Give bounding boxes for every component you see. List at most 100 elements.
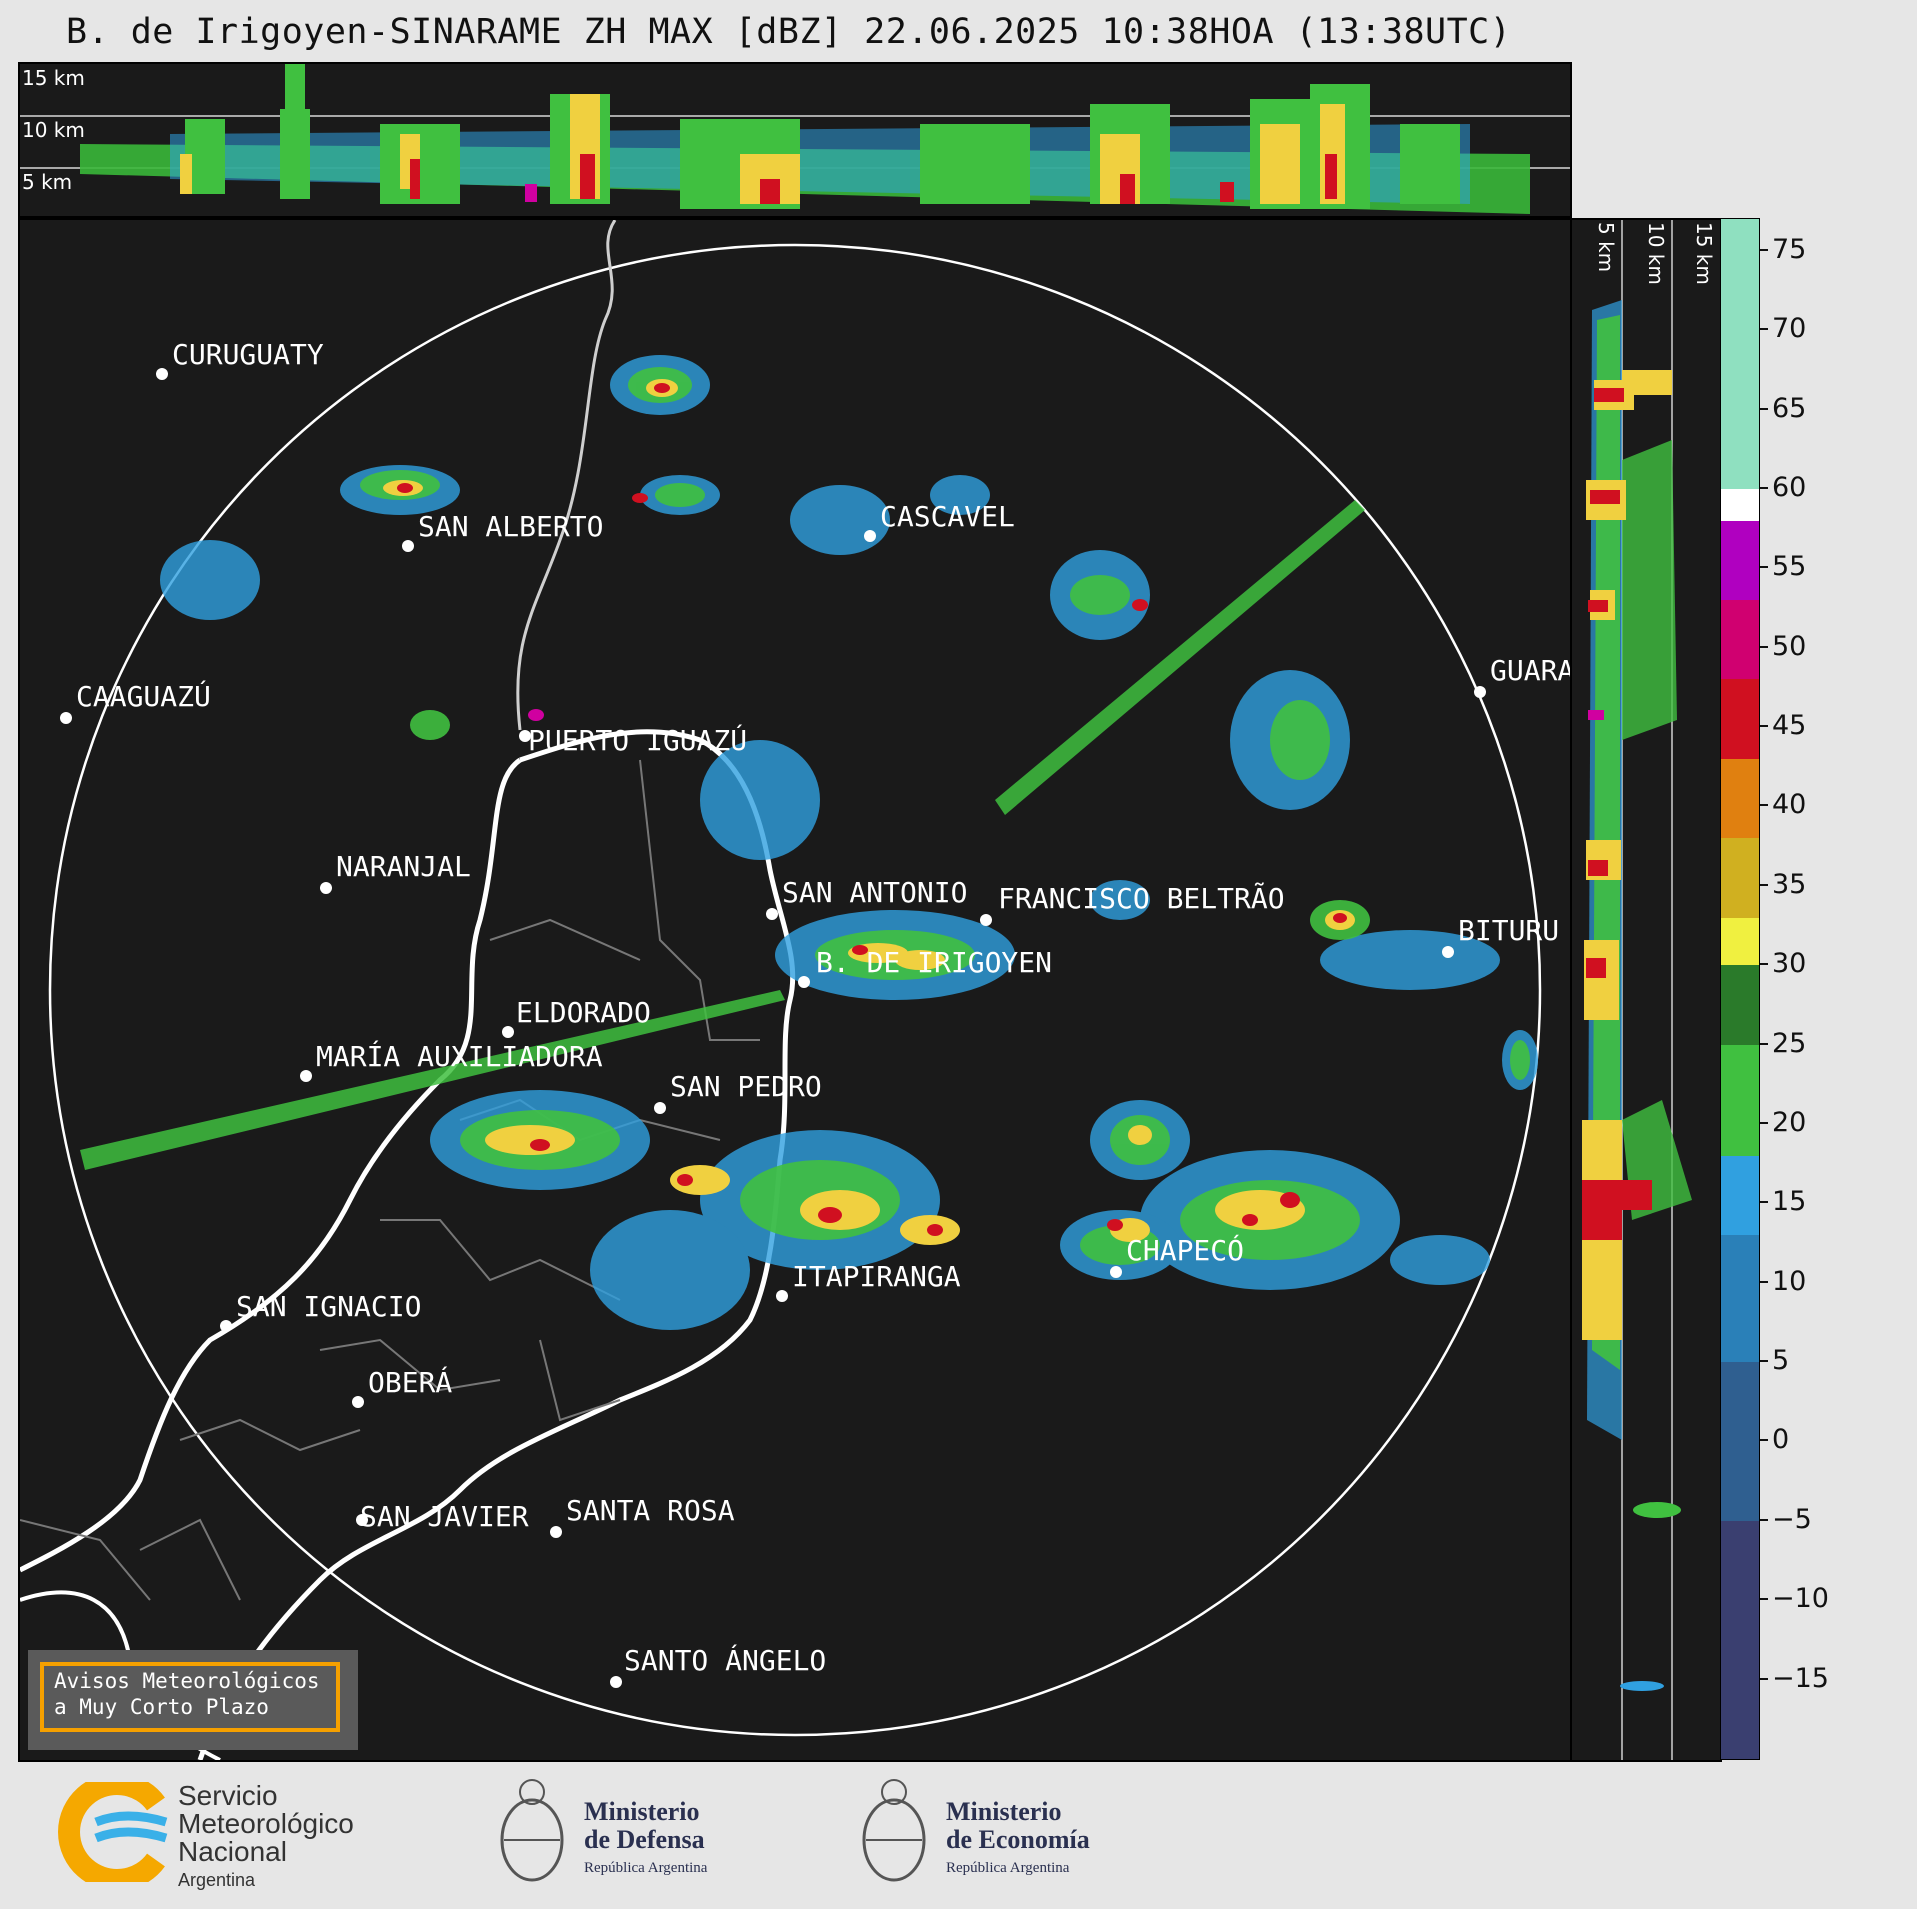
colorbar-tick (1760, 566, 1768, 569)
colorbar-tick (1760, 1598, 1768, 1601)
colorbar-segment (1721, 1155, 1759, 1236)
province-border-west (20, 757, 522, 1573)
dbz-colorbar (1720, 218, 1760, 1760)
top-altitude-profile: 15 km 10 km 5 km (18, 62, 1572, 218)
colorbar-tick (1760, 328, 1768, 331)
city-dot-san-alberto (402, 540, 414, 552)
city-dot-itapiranga (776, 1290, 788, 1302)
alerts-notice-box[interactable]: Avisos Meteorológicos a Muy Corto Plazo (28, 1650, 358, 1750)
radar-spoke-west (80, 990, 785, 1170)
economia-logo-text: Ministerio de Economía República Argenti… (946, 1798, 1090, 1882)
city-dot-san-javier (356, 1514, 368, 1526)
city-label-san-ignacio: SAN IGNACIO (236, 1290, 422, 1323)
side-profile-graphic (1582, 220, 1692, 1760)
city-label-bituru: BITURU (1458, 914, 1560, 947)
colorbar-tick (1760, 963, 1768, 966)
economia-line-1: Ministerio (946, 1797, 1062, 1826)
top-alt-5km: 5 km (22, 170, 73, 194)
side-alt-5km: 5 km (1594, 222, 1618, 273)
city-label-guara: GUARA (1490, 654, 1572, 687)
colorbar-tick-label: 55 (1772, 551, 1807, 583)
city-dot-bituru (1442, 946, 1454, 958)
city-label-santa-rosa: SANTA ROSA (566, 1494, 735, 1527)
city-label-b-de-irigoyen: B. DE IRIGOYEN (816, 946, 1053, 979)
side-alt-15km: 15 km (1692, 222, 1716, 285)
defensa-coat-of-arms-icon (500, 1779, 564, 1882)
top-profile-max-cell (525, 184, 537, 202)
city-label-francisco-beltrao: FRANCISCO BELTRÃO (998, 882, 1285, 915)
colorbar-tick-label: 25 (1772, 1027, 1807, 1059)
colorbar-tick-label: 70 (1772, 313, 1807, 345)
colorbar-tick-label: 75 (1772, 233, 1807, 265)
radar-spoke-northeast (995, 500, 1365, 815)
colorbar-segment (1721, 679, 1759, 759)
city-label-naranjal: NARANJAL (336, 850, 471, 883)
colorbar-tick (1760, 1677, 1768, 1680)
alerts-notice-frame[interactable]: Avisos Meteorológicos a Muy Corto Plazo (40, 1662, 340, 1732)
city-dot-santa-rosa (550, 1526, 562, 1538)
city-label-cascavel: CASCAVEL (880, 500, 1015, 533)
department-borders (20, 759, 760, 1601)
colorbar-segment (1721, 600, 1759, 680)
city-label-chapeco: CHAPECÓ (1126, 1234, 1245, 1267)
colorbar-tick (1760, 1439, 1768, 1442)
top-profile-graphic (20, 64, 1570, 214)
city-dot-curuguaty (156, 368, 168, 380)
colorbar-segment (1721, 1235, 1759, 1363)
colorbar-segment (1721, 917, 1759, 966)
colorbar-segment (1721, 219, 1759, 489)
map-title: B. de Irigoyen-SINARAME ZH MAX [dBZ] 22.… (66, 12, 1512, 52)
colorbar-tick-label: 45 (1772, 710, 1807, 742)
economia-line-2: de Economía (946, 1825, 1090, 1854)
city-label-caaguazu: CAAGUAZÚ (76, 680, 211, 713)
colorbar-tick (1760, 725, 1768, 728)
city-dot-san-ignacio (220, 1320, 232, 1332)
city-label-puerto-iguazu: PUERTO IGUAZÚ (528, 724, 748, 757)
city-dot-b-de-irigoyen (798, 976, 810, 988)
colorbar-tick (1760, 1201, 1768, 1204)
smn-line-4: Argentina (178, 1870, 256, 1890)
colorbar-tick (1760, 1518, 1768, 1521)
city-dot-puerto-iguazu (519, 730, 531, 742)
city-dot-naranjal (320, 882, 332, 894)
colorbar-segment (1721, 1362, 1759, 1521)
notice-line-1: Avisos Meteorológicos (54, 1669, 320, 1693)
defensa-logo-text: Ministerio de Defensa República Argentin… (584, 1798, 707, 1882)
side-alt-10km: 10 km (1644, 222, 1668, 285)
city-dot-chapeco (1110, 1266, 1122, 1278)
colorbar-tick-label: 0 (1772, 1424, 1790, 1456)
smn-logo-text: Servicio Meteorológico Nacional Argentin… (178, 1782, 354, 1894)
colorbar-segment (1721, 1520, 1759, 1759)
economia-line-3: República Argentina (946, 1860, 1070, 1876)
city-label-obera: OBERÁ (368, 1366, 453, 1399)
storm-cells (160, 355, 1538, 1330)
radar-map[interactable]: CURUGUATY SAN ALBERTO CASCAVEL CAAGUAZÚ … (18, 218, 1572, 1762)
city-dot-san-antonio (766, 908, 778, 920)
city-dot-santo-angelo (610, 1676, 622, 1688)
range-ring (48, 243, 1542, 1737)
city-dot-caaguazu (60, 712, 72, 724)
smn-line-1: Servicio (178, 1780, 278, 1811)
city-label-eldorado: ELDORADO (516, 996, 651, 1029)
footer-logos: Servicio Meteorológico Nacional Argentin… (0, 1760, 1917, 1909)
defensa-line-3: República Argentina (584, 1860, 708, 1876)
colorbar-tick-label: 65 (1772, 392, 1807, 424)
defensa-line-2: de Defensa (584, 1825, 705, 1854)
river-parana-north (516, 220, 617, 731)
city-dot-obera (352, 1396, 364, 1408)
city-label-san-pedro: SAN PEDRO (670, 1070, 822, 1103)
colorbar-tick (1760, 1360, 1768, 1363)
economia-coat-of-arms-icon (862, 1779, 926, 1882)
colorbar-tick (1760, 883, 1768, 886)
colorbar-tick-label: 20 (1772, 1106, 1807, 1138)
colorbar-segment (1721, 1044, 1759, 1156)
city-dot-francisco-beltrao (980, 914, 992, 926)
colorbar-tick (1760, 248, 1768, 251)
colorbar-segment (1721, 488, 1759, 521)
city-label-san-javier: SAN JAVIER (360, 1500, 529, 1533)
colorbar-tick-label: 10 (1772, 1265, 1807, 1297)
colorbar-tick (1760, 1121, 1768, 1124)
smn-line-2: Meteorológico (178, 1808, 354, 1839)
city-label-santo-angelo: SANTO ÁNGELO (624, 1644, 827, 1677)
defensa-line-1: Ministerio (584, 1797, 700, 1826)
